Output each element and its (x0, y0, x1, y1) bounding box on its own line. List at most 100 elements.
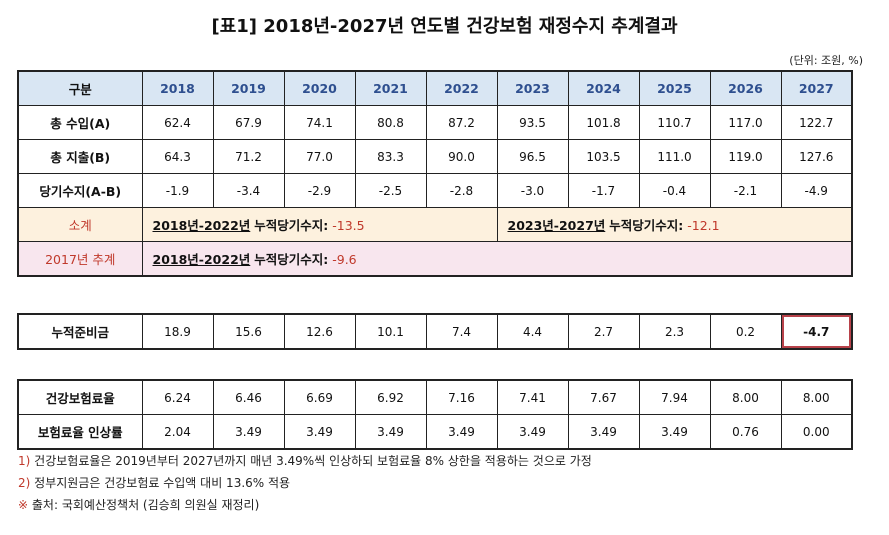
year-header: 2020 (283, 70, 356, 106)
table-cell: 2.3 (638, 313, 711, 350)
subtotal-left-label: 누적당기수지: (254, 218, 329, 233)
table-cell: 3.49 (212, 414, 285, 450)
table-cell: 127.6 (780, 139, 853, 174)
header-row: 구분 2018 2019 2020 2021 2022 2023 2024 20… (17, 70, 853, 106)
table-cell: 96.5 (496, 139, 569, 174)
row-label: 누적준비금 (17, 313, 143, 350)
source-mark: ※ (18, 498, 29, 512)
table-row-2017-estimate: 2017년 추계 2018년-2022년 누적당기수지: -9.6 (17, 241, 853, 277)
footnotes: 1) 건강보험료율은 2019년부터 2027년까지 매년 3.49%씩 인상하… (18, 450, 592, 516)
table-cell: 2.7 (567, 313, 640, 350)
table-cell: -1.7 (567, 173, 640, 208)
insurance-rate-table: 건강보험료율 6.24 6.46 6.69 6.92 7.16 7.41 7.6… (17, 379, 853, 450)
table-cell: 8.00 (709, 379, 782, 415)
table-cell: 119.0 (709, 139, 782, 174)
table-cell: 18.9 (141, 313, 214, 350)
subtotal-right-label: 누적당기수지: (609, 218, 684, 233)
footnote-1: 1) 건강보험료율은 2019년부터 2027년까지 매년 3.49%씩 인상하… (18, 450, 592, 472)
table-cell: 3.49 (567, 414, 640, 450)
table-cell: -3.4 (212, 173, 285, 208)
table-cell: 87.2 (425, 105, 498, 140)
row-label: 총 수입(A) (17, 105, 143, 140)
table-row-revenue: 총 수입(A) 62.4 67.9 74.1 80.8 87.2 93.5 10… (17, 105, 853, 140)
table-cell: 7.94 (638, 379, 711, 415)
source-text: 출처: 국회예산정책처 (김승희 의원실 재정리) (31, 498, 260, 512)
estimate-period: 2018년-2022년 (152, 252, 251, 267)
estimate-content: 2018년-2022년 누적당기수지: -9.6 (141, 241, 853, 277)
table-cell: 101.8 (567, 105, 640, 140)
row-label: 당기수지(A-B) (17, 173, 143, 208)
table-row-rate: 건강보험료율 6.24 6.46 6.69 6.92 7.16 7.41 7.6… (17, 379, 853, 415)
table-cell: 122.7 (780, 105, 853, 140)
footnote-mark: 1) (18, 454, 31, 468)
table-cell: -2.8 (425, 173, 498, 208)
table-cell: 7.41 (496, 379, 569, 415)
table-cell: 64.3 (141, 139, 214, 174)
fiscal-balance-table: 구분 2018 2019 2020 2021 2022 2023 2024 20… (17, 70, 853, 277)
table-cell: -4.9 (780, 173, 853, 208)
table-cell: 74.1 (283, 105, 356, 140)
table-cell: 4.4 (496, 313, 569, 350)
source-note: ※ 출처: 국회예산정책처 (김승희 의원실 재정리) (18, 494, 592, 516)
table-cell: 3.49 (425, 414, 498, 450)
table-cell: 15.6 (212, 313, 285, 350)
subtotal-right-value: -12.1 (687, 218, 720, 233)
table-cell: 62.4 (141, 105, 214, 140)
table-row-rate-increase: 보험료율 인상률 2.04 3.49 3.49 3.49 3.49 3.49 3… (17, 414, 853, 450)
year-header: 2025 (638, 70, 711, 106)
table-cell: 83.3 (354, 139, 427, 174)
row-label: 건강보험료율 (17, 379, 143, 415)
table-cell: 10.1 (354, 313, 427, 350)
table-row-expenditure: 총 지출(B) 64.3 71.2 77.0 83.3 90.0 96.5 10… (17, 139, 853, 174)
footnote-mark: 2) (18, 476, 31, 490)
footnote-2: 2) 정부지원금은 건강보험료 수입액 대비 13.6% 적용 (18, 472, 592, 494)
year-header: 2024 (567, 70, 640, 106)
table-cell: 6.69 (283, 379, 356, 415)
table-row-reserve: 누적준비금 18.9 15.6 12.6 10.1 7.4 4.4 2.7 2.… (17, 313, 853, 350)
table-row-balance: 당기수지(A-B) -1.9 -3.4 -2.9 -2.5 -2.8 -3.0 … (17, 173, 853, 208)
table-cell: -0.4 (638, 173, 711, 208)
table-cell: 90.0 (425, 139, 498, 174)
table-cell: 6.24 (141, 379, 214, 415)
table-cell: -2.1 (709, 173, 782, 208)
unit-note: (단위: 조원, %) (789, 54, 863, 67)
highlighted-cell: -4.7 (780, 313, 853, 350)
table-cell: 93.5 (496, 105, 569, 140)
table-cell: 6.46 (212, 379, 285, 415)
estimate-value: -9.6 (332, 252, 357, 267)
table-cell: 2.04 (141, 414, 214, 450)
table-cell: 7.4 (425, 313, 498, 350)
year-header: 2021 (354, 70, 427, 106)
year-header: 2023 (496, 70, 569, 106)
table-cell: 0.2 (709, 313, 782, 350)
table-cell: 8.00 (780, 379, 853, 415)
year-header: 2019 (212, 70, 285, 106)
subtotal-left-period: 2018년-2022년 (152, 218, 251, 233)
table-cell: 6.92 (354, 379, 427, 415)
subtotal-first-half: 2018년-2022년 누적당기수지: -13.5 (141, 207, 498, 242)
header-label: 구분 (17, 70, 143, 106)
estimate-label: 2017년 추계 (17, 241, 143, 277)
year-header: 2022 (425, 70, 498, 106)
table-cell: 67.9 (212, 105, 285, 140)
table-cell: 3.49 (354, 414, 427, 450)
table-cell: 71.2 (212, 139, 285, 174)
table-cell: 111.0 (638, 139, 711, 174)
table-cell: -2.5 (354, 173, 427, 208)
table-cell: 7.16 (425, 379, 498, 415)
reserve-table: 누적준비금 18.9 15.6 12.6 10.1 7.4 4.4 2.7 2.… (17, 313, 853, 350)
subtotal-second-half: 2023년-2027년 누적당기수지: -12.1 (496, 207, 853, 242)
table-cell: 12.6 (283, 313, 356, 350)
table-cell: 80.8 (354, 105, 427, 140)
table-cell: 0.00 (780, 414, 853, 450)
row-label: 총 지출(B) (17, 139, 143, 174)
table-cell: 3.49 (638, 414, 711, 450)
subtotal-left-value: -13.5 (332, 218, 365, 233)
table-cell: 77.0 (283, 139, 356, 174)
footnote-text: 정부지원금은 건강보험료 수입액 대비 13.6% 적용 (34, 476, 291, 490)
table-cell: 103.5 (567, 139, 640, 174)
table-cell: 110.7 (638, 105, 711, 140)
subtotal-right-period: 2023년-2027년 (507, 218, 606, 233)
table-cell: -2.9 (283, 173, 356, 208)
table-cell: -3.0 (496, 173, 569, 208)
